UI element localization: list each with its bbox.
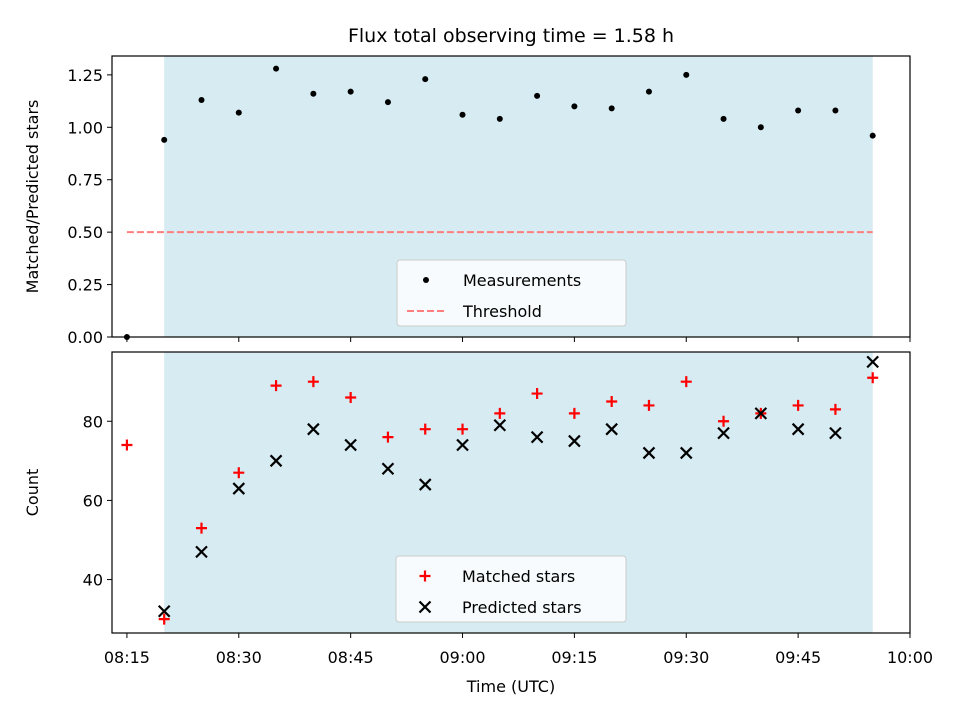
- measurement-point: [422, 76, 429, 83]
- predicted-star-point: [605, 422, 618, 436]
- x-tick-label: 09:15: [551, 648, 597, 667]
- measurement-point: [608, 105, 615, 112]
- legend-marker-measurements: [423, 277, 429, 283]
- plot-frame: [111, 55, 911, 338]
- measurement-point: [310, 90, 317, 97]
- predicted-star-point: [829, 426, 842, 440]
- plot-frame: [111, 351, 911, 634]
- measurement-point: [384, 99, 391, 106]
- matched-star-point: [195, 522, 207, 534]
- y-axis-label: Matched/Predicted stars: [23, 100, 42, 294]
- matched-star-point: [307, 376, 319, 388]
- predicted-star-point: [493, 418, 507, 432]
- matched-star-point: [457, 423, 469, 435]
- predicted-star-point: [642, 446, 656, 460]
- predicted-star-point: [754, 407, 768, 420]
- matched-star-point: [606, 395, 618, 407]
- x-tick-label: 08:45: [328, 648, 374, 667]
- predicted-star-point: [418, 478, 432, 491]
- y-tick-label: 0.50: [67, 223, 103, 242]
- predicted-star-point: [381, 462, 395, 476]
- predicted-star-point: [530, 430, 544, 444]
- predicted-star-point: [456, 438, 469, 452]
- x-tick-label: 08:30: [216, 648, 262, 667]
- measurement-point: [645, 88, 652, 95]
- matched-star-point: [531, 388, 543, 400]
- legend-label: Matched stars: [462, 567, 575, 586]
- x-axis-label: Time (UTC): [466, 677, 555, 696]
- measurement-point: [571, 103, 578, 110]
- y-tick-label: 0.75: [67, 171, 103, 190]
- legend-box: [396, 259, 627, 327]
- measurement-point: [273, 65, 280, 72]
- predicted-star-point: [791, 422, 805, 436]
- measurement-point: [496, 115, 503, 122]
- matched-star-point: [643, 399, 655, 411]
- chart-title: Flux total observing time = 1.58 h: [348, 25, 674, 47]
- measurement-point: [534, 92, 541, 99]
- legend-label: Threshold: [462, 302, 542, 321]
- measurement-point: [683, 71, 690, 78]
- matched-star-point: [158, 613, 170, 625]
- predicted-star-point: [157, 604, 171, 618]
- y-tick-label: 40: [83, 571, 103, 590]
- x-tick-label: 09:45: [775, 648, 821, 667]
- matched-star-point: [792, 399, 804, 411]
- predicted-star-point: [717, 426, 730, 440]
- legend-marker-matched: [419, 570, 431, 582]
- matched-star-point: [270, 380, 282, 392]
- legend: Matched stars Predicted stars: [395, 555, 627, 623]
- legend-label: Predicted stars: [462, 598, 582, 617]
- matched-star-point: [121, 439, 133, 451]
- measurement-point: [459, 111, 466, 118]
- y-tick-label: 0.25: [67, 276, 103, 295]
- predicted-star-point: [195, 545, 208, 559]
- matched-star-point: [867, 372, 879, 384]
- y-tick-label: 80: [83, 412, 103, 431]
- x-tick-label: 08:15: [104, 648, 150, 667]
- measurement-point: [347, 88, 354, 95]
- measurement-point: [161, 136, 168, 143]
- matched-star-point: [419, 423, 431, 435]
- legend: Measurements Threshold: [396, 259, 627, 327]
- y-tick-label: 60: [83, 491, 103, 510]
- legend-marker-predicted: [418, 600, 432, 614]
- matched-star-point: [718, 415, 730, 427]
- legend-label: Measurements: [463, 271, 581, 290]
- count-panel: 40 60 80 08:15 08:30 08:45 09:00 09:15 09:30 09:4…: [23, 351, 933, 696]
- y-axis-label: Count: [23, 469, 42, 517]
- measurement-point: [869, 132, 876, 139]
- measurement-point: [720, 115, 727, 122]
- predicted-star-point: [269, 454, 283, 468]
- x-tick-label: 10:00: [887, 648, 933, 667]
- measurement-point: [198, 97, 205, 104]
- y-tick-label: 1.25: [67, 66, 103, 85]
- predicted-star-point: [232, 482, 246, 495]
- measurement-point: [832, 107, 839, 114]
- predicted-star-point: [568, 434, 581, 448]
- matched-star-point: [680, 376, 692, 388]
- matched-star-point: [233, 467, 245, 479]
- y-tick-label: 1.00: [67, 118, 103, 137]
- measurement-point: [795, 107, 802, 114]
- ratio-panel: 0.00 0.25 0.50 0.75 1.00 1.25 Matched/Predicte…: [23, 25, 911, 347]
- predicted-star-point: [866, 355, 879, 369]
- matched-star-point: [568, 407, 580, 419]
- measurement-point: [757, 124, 764, 131]
- predicted-star-point: [344, 438, 357, 452]
- matched-star-point: [345, 392, 357, 404]
- predicted-star-point: [679, 446, 693, 460]
- x-tick-label: 09:30: [663, 648, 709, 667]
- matched-star-point: [494, 407, 506, 419]
- matched-star-point: [382, 431, 394, 443]
- predicted-star-point: [307, 422, 320, 436]
- matched-star-point: [829, 403, 841, 415]
- x-tick-label: 09:00: [439, 648, 485, 667]
- measurement-point: [235, 109, 242, 116]
- y-tick-label: 0.00: [67, 328, 103, 347]
- legend-box: [395, 555, 627, 623]
